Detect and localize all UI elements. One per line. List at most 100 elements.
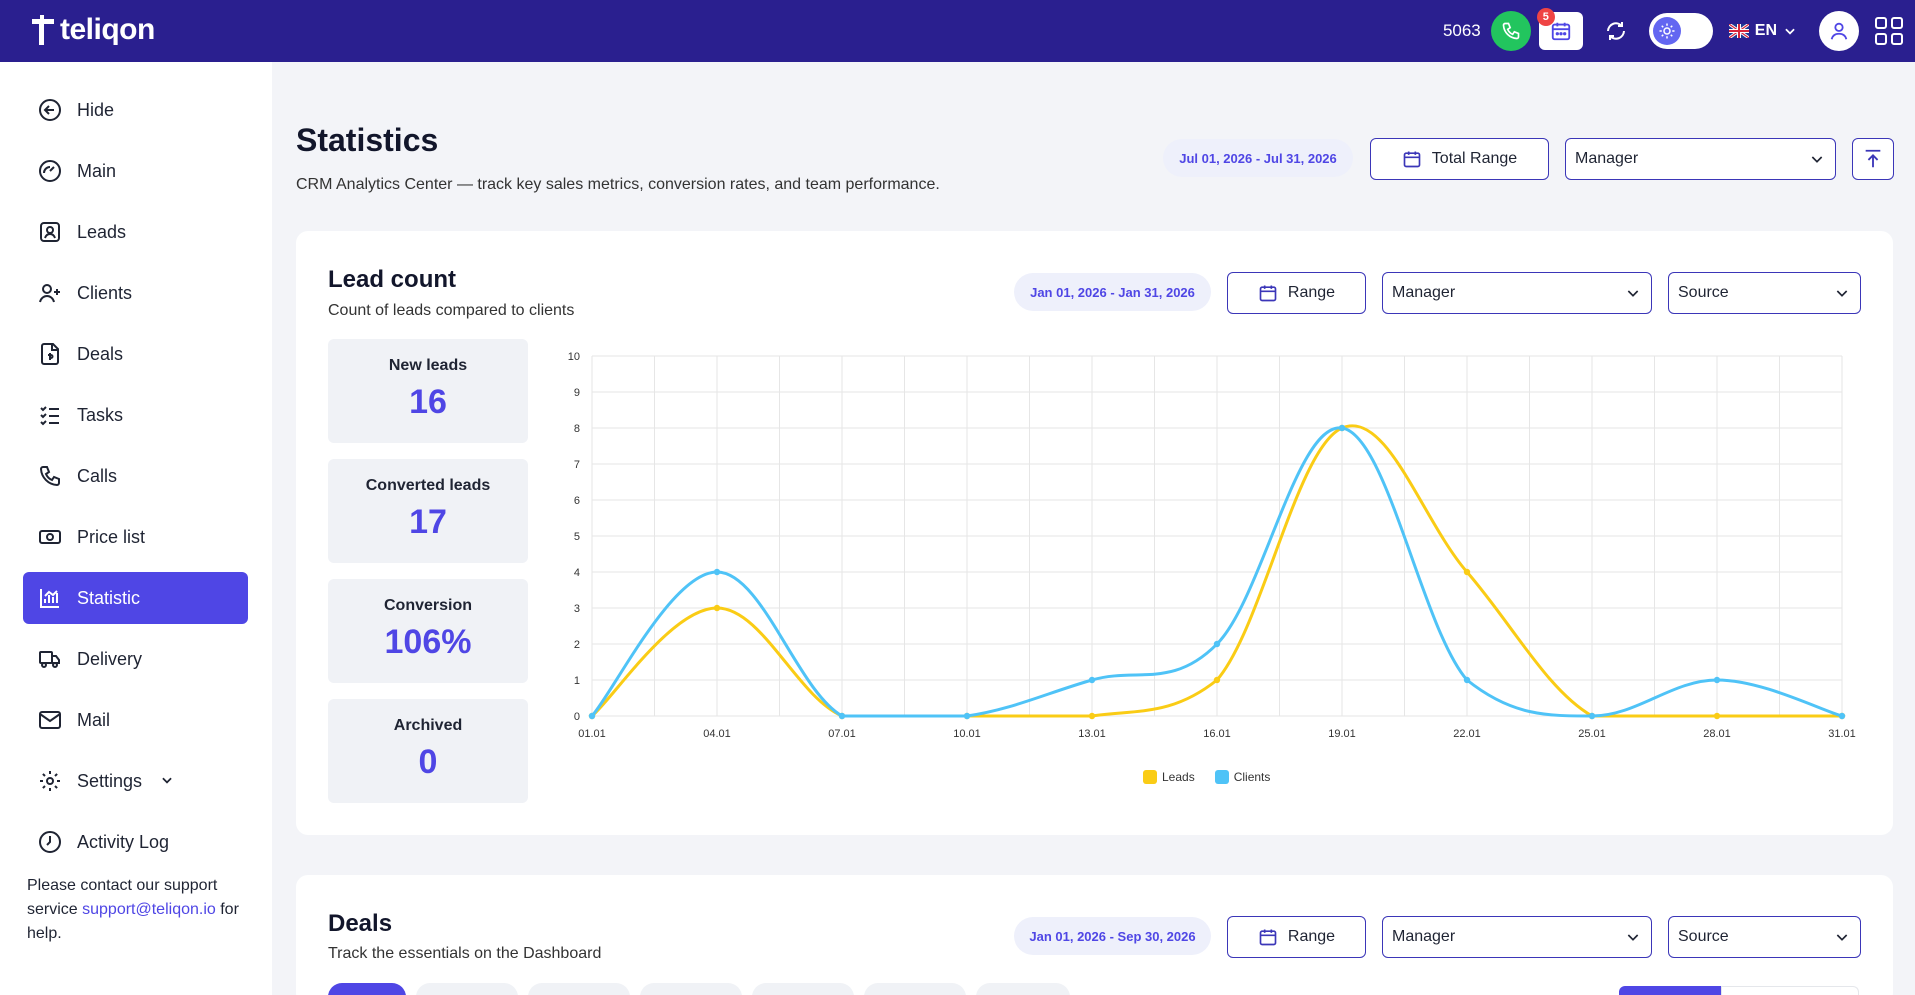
- manager-value: Manager: [1392, 928, 1456, 945]
- lead-count-source-select[interactable]: Source: [1668, 272, 1861, 314]
- user-icon: [1830, 22, 1848, 40]
- sidebar-item-hide[interactable]: Hide: [23, 84, 248, 136]
- upload-icon: [1865, 149, 1881, 168]
- sidebar-item-label: Leads: [77, 221, 127, 242]
- user-avatar[interactable]: [1819, 11, 1859, 51]
- x-tick-label: 01.01: [578, 728, 606, 740]
- deals-title: Deals: [328, 910, 393, 937]
- sidebar-item-statistic[interactable]: Statistic: [23, 572, 248, 624]
- sidebar-item-leads[interactable]: Leads: [23, 206, 248, 258]
- data-point-clients: [588, 712, 596, 720]
- sidebar-item-label: Activity Log: [77, 831, 170, 852]
- legend-label: Leads: [1162, 770, 1195, 784]
- deals-tab[interactable]: [976, 983, 1070, 995]
- legend-swatch: [1143, 770, 1157, 784]
- y-tick-label: 7: [574, 459, 580, 471]
- legend-swatch: [1214, 770, 1229, 784]
- page-title: Statistics: [296, 122, 439, 158]
- legend-item-leads[interactable]: Leads: [1143, 770, 1195, 784]
- calendar-icon: [1259, 285, 1277, 302]
- total-range-label: Total Range: [1431, 150, 1518, 167]
- sidebar-item-delivery[interactable]: Delivery: [23, 633, 248, 685]
- lead-count-date-range[interactable]: Jan 01, 2026 - Jan 31, 2026: [1014, 273, 1211, 311]
- deals-date-range[interactable]: Jan 01, 2026 - Sep 30, 2026: [1014, 917, 1211, 955]
- legend-item-clients[interactable]: Clients: [1214, 770, 1270, 784]
- x-tick-label: 31.01: [1828, 728, 1856, 740]
- deals-source-select[interactable]: Source: [1668, 916, 1861, 958]
- range-label: Range: [1287, 928, 1336, 945]
- source-value: Source: [1678, 284, 1729, 301]
- stat-value: 106%: [384, 623, 472, 661]
- notification-badge: 5: [1536, 8, 1555, 26]
- y-tick-label: 5: [574, 531, 580, 543]
- calendar-icon: [1551, 22, 1570, 41]
- sidebar-item-tasks[interactable]: Tasks: [23, 389, 248, 441]
- deals-tab[interactable]: [416, 983, 518, 995]
- arrow-left-circle-icon: [37, 97, 63, 123]
- support-email-link[interactable]: support@teliqon.io: [82, 901, 216, 918]
- checklist-icon: [37, 402, 63, 428]
- sidebar-item-calls[interactable]: Calls: [23, 450, 248, 502]
- brand-logo[interactable]: teliqon: [30, 13, 155, 47]
- gear-icon: [37, 768, 63, 794]
- sidebar-item-deals[interactable]: Deals: [23, 328, 248, 380]
- deals-subtitle: Track the essentials on the Dashboard: [328, 945, 602, 962]
- export-button[interactable]: [1852, 138, 1894, 180]
- deals-range-button[interactable]: Range: [1227, 916, 1366, 958]
- sync-button[interactable]: [1601, 16, 1631, 46]
- calendar-icon: [1403, 151, 1421, 168]
- stat-conversion: Conversion 106%: [328, 579, 528, 683]
- sidebar-item-main[interactable]: Main: [23, 145, 248, 197]
- lead-count-title: Lead count: [328, 266, 457, 293]
- apps-grid-icon[interactable]: [1875, 17, 1903, 45]
- y-tick-label: 8: [574, 423, 580, 435]
- x-tick-label: 07.01: [828, 728, 856, 740]
- dashboard-gauge-icon: [37, 158, 63, 184]
- data-point-clients: [1213, 640, 1221, 648]
- sidebar-item-settings[interactable]: Settings: [23, 755, 248, 807]
- x-tick-label: 10.01: [953, 728, 981, 740]
- sidebar-item-activity-log[interactable]: Activity Log: [23, 816, 248, 868]
- calendar-notifications-button[interactable]: 5: [1536, 8, 1583, 50]
- sun-icon: [1652, 17, 1681, 45]
- brand-name: teliqon: [60, 13, 155, 46]
- sidebar-item-label: Tasks: [77, 404, 124, 425]
- language-selector[interactable]: EN: [1728, 22, 1797, 40]
- deals-tab[interactable]: [528, 983, 630, 995]
- total-range-button[interactable]: Total Range: [1370, 138, 1549, 180]
- sidebar-item-clients[interactable]: Clients: [23, 267, 248, 319]
- lead-count-manager-select[interactable]: Manager: [1382, 272, 1652, 314]
- x-tick-label: 25.01: [1578, 728, 1606, 740]
- deals-tab[interactable]: [752, 983, 854, 995]
- deals-manager-select[interactable]: Manager: [1382, 916, 1652, 958]
- page-subtitle: CRM Analytics Center — track key sales m…: [296, 176, 940, 193]
- header-date-range[interactable]: Jul 01, 2026 - Jul 31, 2026: [1163, 139, 1353, 177]
- x-tick-label: 13.01: [1078, 728, 1106, 740]
- data-point-leads: [1463, 568, 1471, 576]
- x-tick-label: 16.01: [1203, 728, 1231, 740]
- theme-toggle[interactable]: [1648, 13, 1713, 49]
- user-badge-icon: [37, 219, 63, 245]
- view-toggle-option[interactable]: [1721, 986, 1859, 995]
- deals-tab[interactable]: [864, 983, 966, 995]
- call-button[interactable]: [1490, 11, 1531, 51]
- header-manager-select[interactable]: Manager: [1565, 138, 1836, 180]
- stat-value: 16: [409, 383, 447, 421]
- sidebar-item-price-list[interactable]: Price list: [23, 511, 248, 563]
- deals-tab[interactable]: [640, 983, 742, 995]
- view-toggle-option[interactable]: [1619, 986, 1721, 995]
- sidebar-item-label: Delivery: [77, 648, 143, 669]
- chevron-down-icon: [1811, 156, 1823, 163]
- line-chart-svg: 0 1 2 3 4 5 6 7 8 9 10 01.01 04.01 07.01 10.01 13.01 16.…: [568, 351, 1856, 740]
- bar-chart-icon: [37, 585, 63, 611]
- lead-count-range-button[interactable]: Range: [1227, 272, 1366, 314]
- x-tick-label: 22.01: [1453, 728, 1481, 740]
- truck-icon: [37, 646, 63, 672]
- lead-count-card: [296, 231, 1893, 835]
- stat-new-leads: New leads 16: [328, 339, 528, 443]
- deals-tab[interactable]: [328, 983, 406, 995]
- chevron-down-icon: [1785, 28, 1795, 35]
- sidebar-item-mail[interactable]: Mail: [23, 694, 248, 746]
- source-value: Source: [1678, 928, 1729, 945]
- chevron-down-icon: [160, 771, 174, 792]
